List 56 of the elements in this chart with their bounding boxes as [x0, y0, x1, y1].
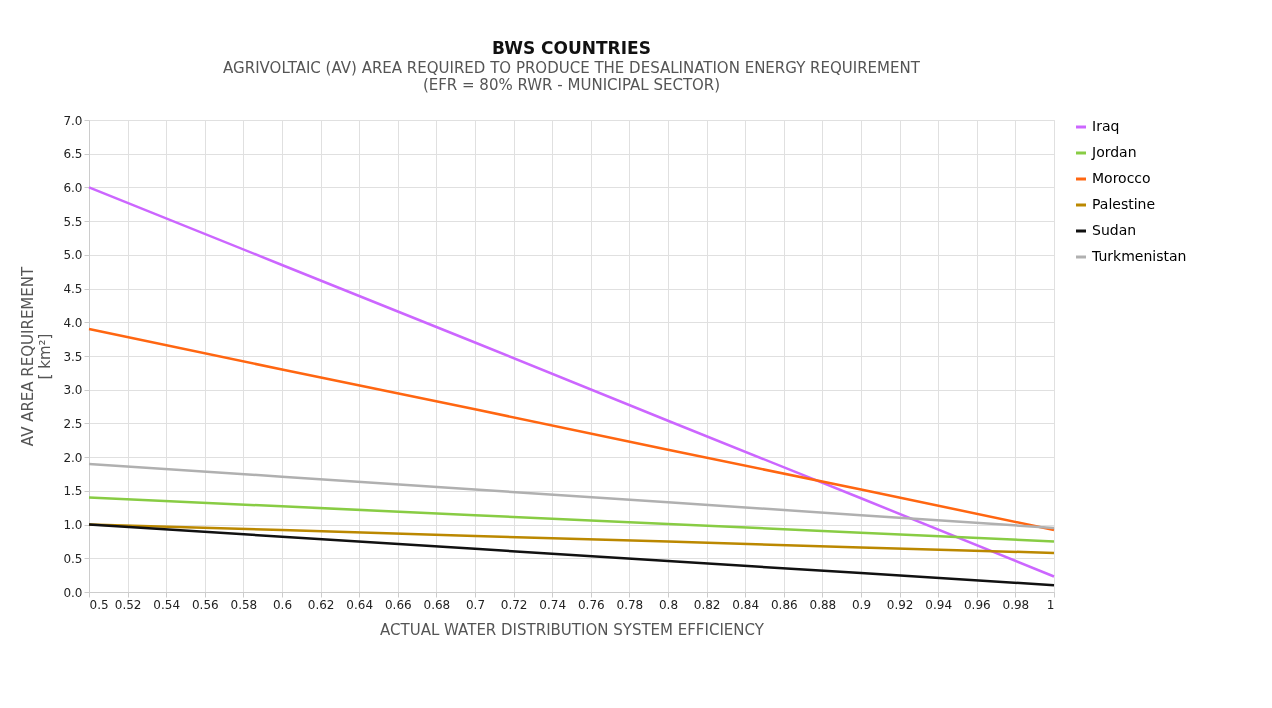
y-tick-label: 1.5 [63, 484, 83, 499]
y-tick-label: 6.5 [63, 147, 83, 162]
legend-label: Palestine [1092, 196, 1156, 212]
x-tick-label: 0.6 [272, 597, 293, 612]
y-tick-label: 6.0 [63, 180, 83, 195]
x-tick-label: 0.58 [230, 597, 258, 612]
y-tick-label: 4.5 [63, 282, 83, 297]
y-tick-label: 3.5 [63, 349, 83, 364]
line-series [87, 327, 1056, 532]
line-series [87, 496, 1056, 543]
x-tick-label: 0.64 [346, 597, 374, 612]
y-tick-label: 3.0 [63, 383, 83, 398]
y-axis-title: AV AREA REQUIREMENT [ km²] [19, 266, 55, 447]
x-tick-label: 0.62 [307, 597, 335, 612]
line-series [87, 186, 1056, 578]
y-tick-label: 4.0 [63, 315, 83, 330]
chart-subtitle: AGRIVOLTAIC (AV) AREA REQUIRED TO PRODUCE THE DESALINATION ENERGY REQUIREMENT (EFR = 80% RWR - MUNICIPAL SECTOR) [223, 59, 921, 94]
legend-label: Sudan [1092, 222, 1137, 238]
x-tick-label: 0.9 [851, 597, 872, 612]
line-series [87, 462, 1056, 530]
x-tick-label: 0.76 [577, 597, 605, 612]
x-tick-label: 0.98 [1002, 597, 1030, 612]
legend-label: Morocco [1092, 170, 1151, 186]
x-tick-label: 0.52 [114, 597, 142, 612]
x-tick-label: 0.86 [770, 597, 798, 612]
x-tick-label: 0.54 [153, 597, 181, 612]
y-tick-label: 2.0 [63, 450, 83, 465]
x-tick-label: 0.68 [423, 597, 451, 612]
x-tick-label: 0.84 [732, 597, 760, 612]
y-tick-label: 0.5 [63, 551, 83, 566]
x-tick-label: 1 [1046, 597, 1055, 612]
x-tick-label: 0.56 [191, 597, 219, 612]
x-axis-title: ACTUAL WATER DISTRIBUTION SYSTEM EFFICIENCY [380, 620, 765, 639]
y-tick-label: 2.5 [63, 416, 83, 431]
x-tick-label: 0.82 [693, 597, 721, 612]
y-tick-label: 1.0 [63, 518, 83, 533]
legend-label: Iraq [1092, 118, 1120, 134]
x-tick-label: 0.8 [658, 597, 679, 612]
x-tick-label: 0.74 [539, 597, 567, 612]
x-tick-label: 0.94 [925, 597, 953, 612]
x-tick-label: 0.96 [963, 597, 991, 612]
legend-label: Turkmenistan [1091, 248, 1187, 264]
line-series [87, 523, 1056, 587]
x-tick-label: 0.7 [465, 597, 486, 612]
y-tick-label: 7.0 [63, 113, 83, 128]
x-tick-label: 0.5 [89, 597, 109, 612]
legend-label: Jordan [1091, 144, 1137, 160]
x-tick-label: 0.88 [809, 597, 837, 612]
y-tick-label: 0.0 [63, 585, 83, 600]
x-tick-label: 0.72 [500, 597, 528, 612]
x-tick-label: 0.92 [886, 597, 914, 612]
x-tick-label: 0.78 [616, 597, 644, 612]
y-tick-label: 5.5 [63, 214, 83, 229]
chart-title: BWS COUNTRIES [492, 38, 651, 58]
x-tick-label: 0.66 [384, 597, 412, 612]
y-tick-label: 5.0 [63, 248, 83, 263]
